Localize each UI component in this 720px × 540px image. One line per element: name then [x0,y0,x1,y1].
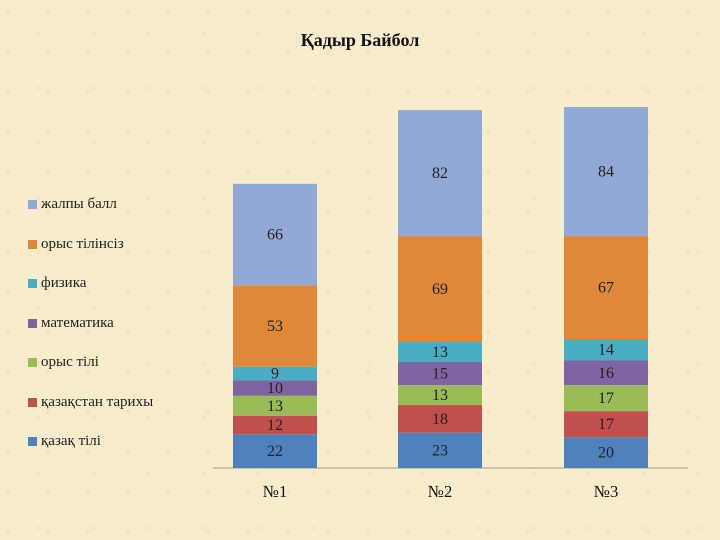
legend-swatch [28,239,37,249]
data-label: 66 [267,227,283,244]
legend-swatch [28,358,37,367]
bar-segment [233,415,317,435]
bar-segment [564,107,648,237]
bar-segment [564,338,648,361]
bar-segment [564,411,648,438]
bar-segment [564,385,648,412]
data-label: 23 [432,442,448,459]
bar-segment [398,385,482,406]
bar-segment [398,110,482,237]
category-label: №3 [594,482,619,501]
category-label: №2 [428,482,453,501]
data-label: 12 [267,417,283,434]
legend-item: орыс тілі [28,354,99,371]
data-label: 84 [598,164,614,181]
category-label: №1 [263,482,288,501]
legend-item: қазақстан тарихы [28,394,153,411]
bar-segment [398,405,482,433]
data-label: 15 [432,366,448,383]
legend-label: физика [41,275,87,291]
data-label: 20 [598,445,614,462]
legend-item: қазақ тілі [28,433,101,450]
data-label: 13 [432,387,448,404]
data-label: 9 [271,366,279,383]
legend-label: орыс тілінсіз [41,235,124,252]
data-label: 53 [267,318,283,335]
legend-label: қазақстан тарихы [41,393,154,410]
data-label: 82 [432,165,448,182]
data-label: 14 [598,342,614,359]
data-label: 18 [432,411,448,428]
bar-segment [233,380,317,396]
bar-segment [233,395,317,416]
data-label: 13 [432,344,448,361]
legend-swatch [28,200,37,209]
legend-item: орыс тілінсіз [28,236,124,253]
chart-title: Қадыр Байбол [300,30,420,50]
legend-item: физика [28,275,86,292]
data-label: 17 [598,416,614,433]
bar-segment [233,366,317,381]
bar-segment [564,360,648,386]
data-label: 22 [267,443,283,460]
legend-label: математика [41,314,114,331]
legend-label: қазақ тілі [41,433,101,449]
bar-segment [564,437,648,468]
data-label: 17 [598,390,614,407]
bar-segment [233,285,317,367]
data-label: 67 [598,280,614,297]
data-label: 69 [432,281,448,298]
bar-segment [233,434,317,468]
legend-swatch [28,397,37,407]
bar-segment [398,362,482,386]
bar-segment [398,432,482,468]
legend-label: жалпы балл [41,196,117,212]
bar-segment [233,183,317,286]
legend-swatch [28,437,37,446]
legend-item: математика [28,315,114,332]
legend-swatch [28,279,37,288]
bar-segment [398,342,482,363]
data-label: 13 [267,398,283,415]
data-label: 16 [598,365,614,382]
bar-segment [564,236,648,339]
legend-swatch [28,318,37,328]
bar-segment [398,236,482,343]
legend-item: жалпы балл [28,196,117,213]
legend-label: орыс тілі [41,354,99,370]
data-label: 10 [267,380,283,397]
